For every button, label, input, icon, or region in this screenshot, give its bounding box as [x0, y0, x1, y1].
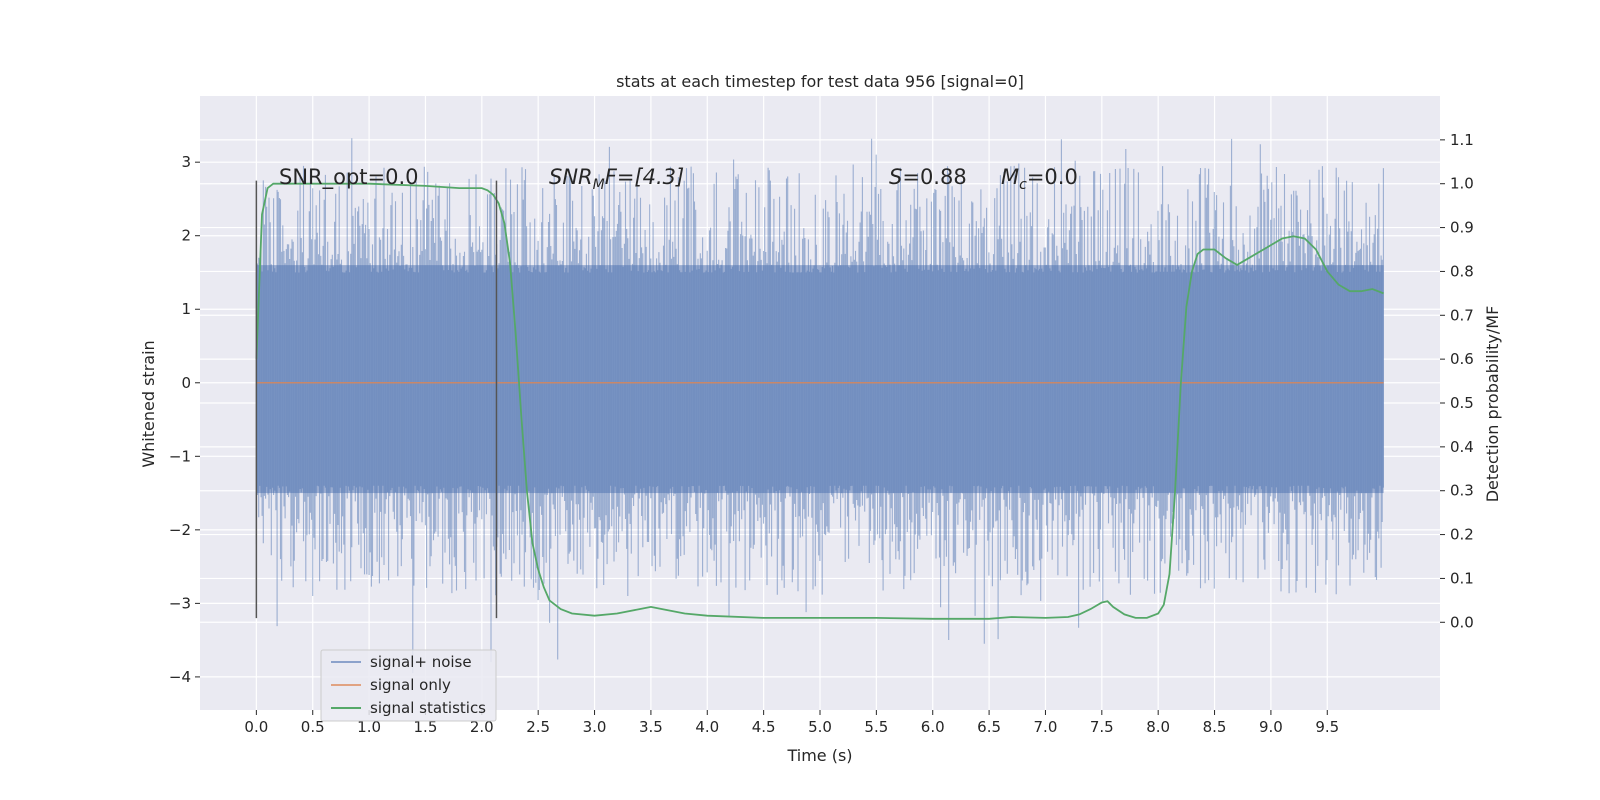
y-axis-label-left: Whitened strain: [139, 340, 158, 467]
y-tick-label-right: 0.6: [1450, 350, 1474, 368]
y-tick-label-left: 2: [181, 227, 191, 245]
legend-label-signal-only: signal only: [370, 676, 451, 694]
legend: signal+ noise signal only signal statist…: [320, 649, 497, 722]
y-tick-label-right: 1.1: [1450, 131, 1474, 149]
x-tick-labels: 0.0 0.5 1.0 1.5 2.0 2.5 3.0 3.5 4.0 4.5 5.0 5.5 6.0 6…: [244, 710, 1339, 736]
y-tick-labels-right: 0.0 0.1 0.2 0.3 0.4 0.5 0.6 0.7 0.8 0.9 1.0 1.1: [1440, 131, 1474, 631]
annotation-snr-mf: SNRMF=[4.3]: [549, 165, 684, 193]
x-tick-label: 7.5: [1090, 718, 1114, 736]
y-tick-label-right: 0.4: [1450, 438, 1474, 456]
x-tick-label: 8.5: [1203, 718, 1227, 736]
y-tick-label-right: 0.3: [1450, 482, 1474, 500]
annotation-s-rest: =0.88: [902, 165, 966, 189]
x-tick-label: 3.0: [583, 718, 607, 736]
y-tick-labels-left: −4 −3 −2 −1 0 1 2 3: [169, 153, 200, 686]
annotation-mc-sub: c: [1019, 177, 1027, 193]
y-tick-label-left: 3: [181, 153, 191, 171]
y-tick-label-right: 0.2: [1450, 526, 1474, 544]
x-tick-label: 0.5: [301, 718, 325, 736]
x-tick-label: 5.0: [808, 718, 832, 736]
x-tick-label: 0.0: [244, 718, 268, 736]
annotation-mc: Mc=0.0: [1001, 165, 1078, 193]
line-series: [255, 180, 1384, 620]
x-tick-label: 4.0: [695, 718, 719, 736]
annotation-mc-main: M: [1001, 165, 1019, 189]
y-tick-label-left: 0: [181, 374, 191, 392]
x-tick-label: 8.0: [1146, 718, 1170, 736]
x-tick-label: 7.0: [1034, 718, 1058, 736]
annotation-mc-rest: =0.0: [1027, 165, 1078, 189]
annotation-snr-mf-sub: M: [593, 177, 605, 193]
y-tick-label-right: 0.7: [1450, 306, 1474, 324]
x-axis-label: Time (s): [786, 746, 852, 765]
annotation-s: S=0.88: [889, 165, 967, 189]
x-tick-label: 2.5: [526, 718, 550, 736]
x-tick-label: 9.0: [1259, 718, 1283, 736]
y-tick-label-right: 0.8: [1450, 262, 1474, 280]
legend-box: [320, 649, 497, 722]
x-tick-label: 2.0: [470, 718, 494, 736]
y-tick-label-right: 0.9: [1450, 219, 1474, 237]
annotation-snr-mf-rest: F=[4.3]: [605, 165, 684, 189]
legend-label-signal-noise: signal+ noise: [370, 653, 472, 671]
y-tick-label-left: −3: [169, 594, 191, 612]
annotation-snr-opt: SNR_opt=0.0: [279, 165, 419, 190]
signal-noise-series: [255, 138, 1384, 674]
chart-title: stats at each timestep for test data 956…: [616, 72, 1024, 91]
annotation-snr-mf-main: SNR: [549, 165, 593, 189]
y-axis-label-right: Detection probability/MF: [1483, 306, 1502, 503]
x-tick-label: 6.5: [977, 718, 1001, 736]
y-tick-label-left: −1: [169, 447, 191, 465]
signal-statistics-line: [255, 182, 1384, 620]
x-tick-label: 1.0: [357, 718, 381, 736]
y-tick-label-left: −2: [169, 521, 191, 539]
x-tick-label: 1.5: [414, 718, 438, 736]
x-tick-label: 4.5: [752, 718, 776, 736]
y-tick-label-right: 1.0: [1450, 175, 1474, 193]
y-tick-label-left: 1: [181, 300, 191, 318]
x-tick-label: 6.0: [921, 718, 945, 736]
y-tick-label-right: 0.1: [1450, 569, 1474, 587]
y-tick-label-right: 0.5: [1450, 394, 1474, 412]
y-tick-label-left: −4: [169, 668, 191, 686]
y-tick-label-right: 0.0: [1450, 613, 1474, 631]
x-tick-label: 9.5: [1315, 718, 1339, 736]
x-tick-label: 3.5: [639, 718, 663, 736]
x-tick-label: 5.5: [864, 718, 888, 736]
legend-label-signal-statistics: signal statistics: [370, 699, 486, 717]
annotation-s-main: S: [889, 165, 902, 189]
